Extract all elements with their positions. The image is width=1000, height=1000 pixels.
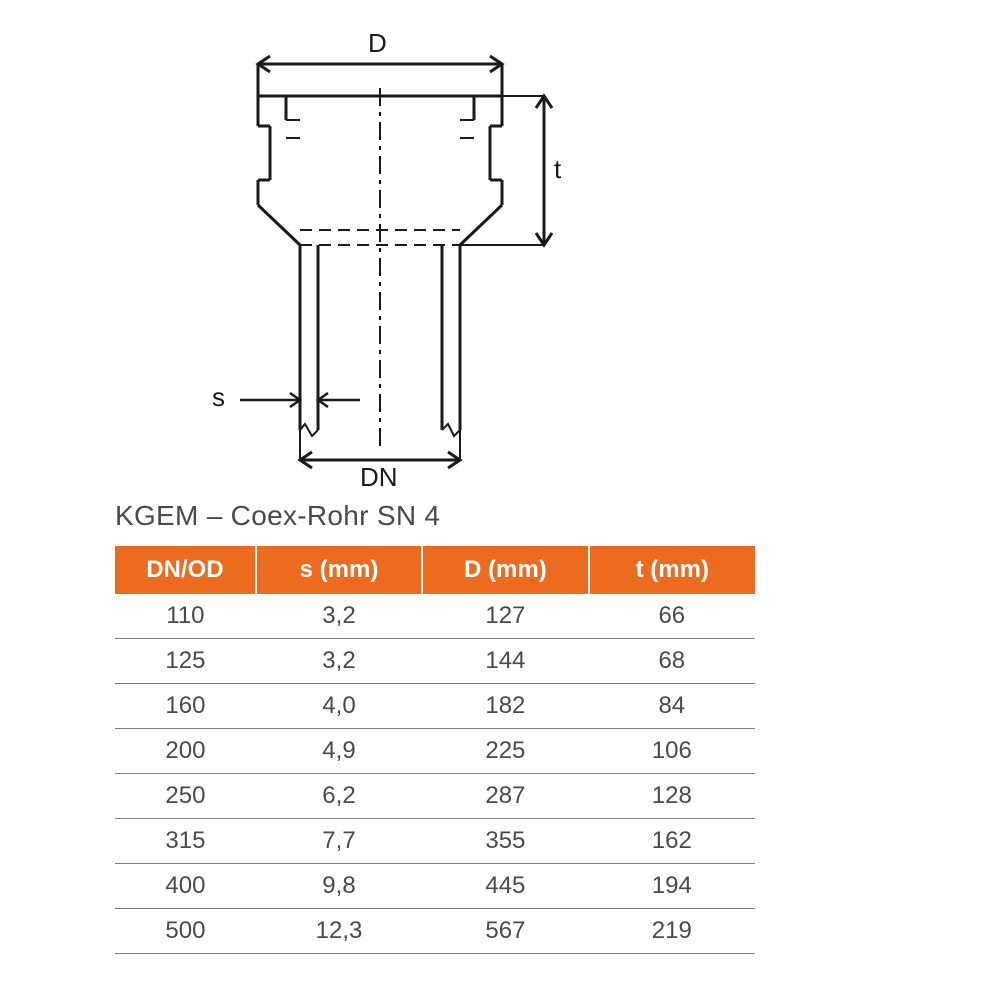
- table-cell: 182: [422, 684, 588, 729]
- table-row: 1103,212766: [115, 594, 755, 639]
- table-cell: 9,8: [256, 864, 422, 909]
- table-cell: 6,2: [256, 774, 422, 819]
- table-cell: 110: [115, 594, 256, 639]
- table-cell: 250: [115, 774, 256, 819]
- table-row: 2506,2287128: [115, 774, 755, 819]
- table-cell: 144: [422, 639, 588, 684]
- table-row: 1253,214468: [115, 639, 755, 684]
- label-s: s: [212, 382, 225, 413]
- table-cell: 125: [115, 639, 256, 684]
- table-cell: 106: [589, 729, 755, 774]
- table-cell: 127: [422, 594, 588, 639]
- table-cell: 7,7: [256, 819, 422, 864]
- table-cell: 12,3: [256, 909, 422, 954]
- table-cell: 4,9: [256, 729, 422, 774]
- table-cell: 160: [115, 684, 256, 729]
- table-cell: 287: [422, 774, 588, 819]
- table-cell: 219: [589, 909, 755, 954]
- table-row: 50012,3567219: [115, 909, 755, 954]
- table-cell: 3,2: [256, 594, 422, 639]
- col-header: D (mm): [422, 546, 588, 594]
- table-cell: 225: [422, 729, 588, 774]
- table-title: KGEM – Coex-Rohr SN 4: [115, 500, 755, 532]
- col-header: t (mm): [589, 546, 755, 594]
- table-cell: 400: [115, 864, 256, 909]
- table-cell: 355: [422, 819, 588, 864]
- table-cell: 315: [115, 819, 256, 864]
- label-D: D: [368, 28, 387, 59]
- table-cell: 68: [589, 639, 755, 684]
- table-cell: 66: [589, 594, 755, 639]
- table-cell: 162: [589, 819, 755, 864]
- spec-table-area: KGEM – Coex-Rohr SN 4 DN/OD s (mm) D (mm…: [115, 500, 755, 954]
- pipe-svg: [150, 30, 700, 480]
- table-cell: 128: [589, 774, 755, 819]
- table-cell: 84: [589, 684, 755, 729]
- col-header: DN/OD: [115, 546, 256, 594]
- table-cell: 500: [115, 909, 256, 954]
- table-cell: 567: [422, 909, 588, 954]
- table-cell: 3,2: [256, 639, 422, 684]
- table-cell: 194: [589, 864, 755, 909]
- label-DN: DN: [360, 462, 398, 493]
- table-row: 3157,7355162: [115, 819, 755, 864]
- table-row: 4009,8445194: [115, 864, 755, 909]
- table-cell: 445: [422, 864, 588, 909]
- label-t: t: [554, 154, 561, 185]
- table-cell: 200: [115, 729, 256, 774]
- table-body: 1103,2127661253,2144681604,0182842004,92…: [115, 594, 755, 954]
- pipe-diagram: D t s DN: [150, 30, 700, 480]
- table-header-row: DN/OD s (mm) D (mm) t (mm): [115, 546, 755, 594]
- table-row: 1604,018284: [115, 684, 755, 729]
- spec-table: DN/OD s (mm) D (mm) t (mm) 1103,21276612…: [115, 546, 755, 954]
- col-header: s (mm): [256, 546, 422, 594]
- table-row: 2004,9225106: [115, 729, 755, 774]
- table-cell: 4,0: [256, 684, 422, 729]
